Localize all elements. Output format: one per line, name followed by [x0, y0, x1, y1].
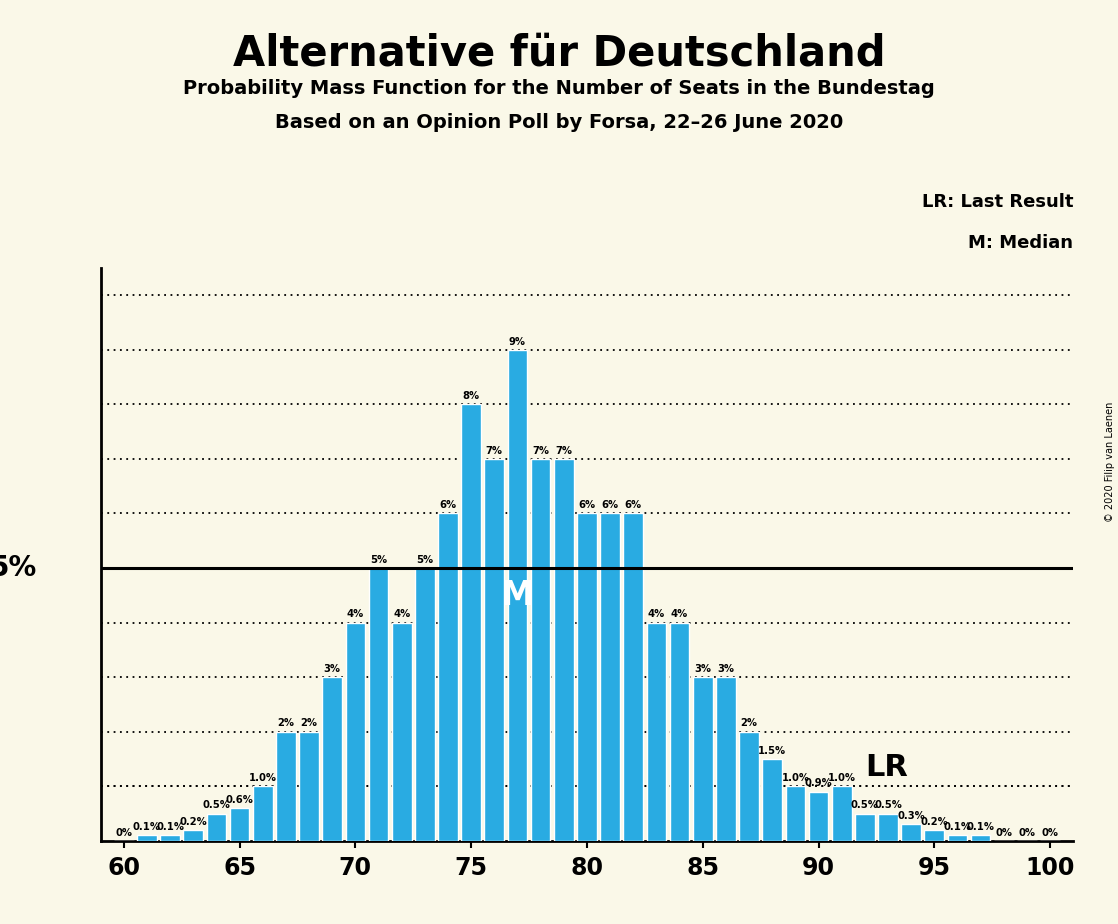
Text: 2%: 2% — [301, 719, 318, 728]
Text: 1.5%: 1.5% — [758, 746, 786, 756]
Bar — [716, 677, 736, 841]
Text: 0.5%: 0.5% — [851, 800, 879, 810]
Bar — [808, 792, 828, 841]
Text: 1.0%: 1.0% — [827, 773, 855, 783]
Text: 0.6%: 0.6% — [226, 795, 254, 805]
Text: Based on an Opinion Poll by Forsa, 22–26 June 2020: Based on an Opinion Poll by Forsa, 22–26… — [275, 113, 843, 132]
Text: 9%: 9% — [509, 336, 525, 346]
Bar — [138, 835, 157, 841]
Text: LR: LR — [865, 753, 908, 782]
Bar — [345, 623, 366, 841]
Text: 3%: 3% — [324, 663, 341, 674]
Text: 0%: 0% — [1018, 828, 1035, 837]
Bar — [207, 813, 226, 841]
Text: 0.5%: 0.5% — [874, 800, 902, 810]
Text: 1.0%: 1.0% — [248, 773, 277, 783]
Bar — [415, 568, 435, 841]
Text: 0%: 0% — [1042, 828, 1059, 837]
Bar — [253, 786, 273, 841]
Bar — [276, 732, 296, 841]
Text: LR: Last Result: LR: Last Result — [921, 193, 1073, 212]
Text: 7%: 7% — [486, 445, 503, 456]
Text: 4%: 4% — [394, 609, 410, 619]
Text: 5%: 5% — [370, 554, 387, 565]
Text: 0.1%: 0.1% — [944, 822, 972, 833]
Bar — [855, 813, 874, 841]
Text: 8%: 8% — [463, 391, 480, 401]
Text: 0%: 0% — [995, 828, 1012, 837]
Bar — [901, 824, 921, 841]
Bar — [970, 835, 991, 841]
Text: 7%: 7% — [556, 445, 572, 456]
Bar — [300, 732, 319, 841]
Text: 0.5%: 0.5% — [202, 800, 230, 810]
Text: 6%: 6% — [601, 500, 618, 510]
Text: 5%: 5% — [416, 554, 434, 565]
Text: © 2020 Filip van Laenen: © 2020 Filip van Laenen — [1106, 402, 1115, 522]
Bar — [624, 514, 643, 841]
Bar — [600, 514, 620, 841]
Text: 0.1%: 0.1% — [967, 822, 995, 833]
Text: 0.2%: 0.2% — [179, 817, 207, 827]
Text: 4%: 4% — [647, 609, 665, 619]
Text: M: Median: M: Median — [968, 234, 1073, 251]
Bar — [369, 568, 388, 841]
Bar — [670, 623, 690, 841]
Bar — [553, 459, 574, 841]
Text: 2%: 2% — [277, 719, 294, 728]
Text: 6%: 6% — [578, 500, 596, 510]
Bar — [531, 459, 550, 841]
Text: 3%: 3% — [718, 663, 735, 674]
Bar — [948, 835, 967, 841]
Bar — [391, 623, 411, 841]
Text: 0.9%: 0.9% — [805, 778, 833, 788]
Text: 6%: 6% — [439, 500, 456, 510]
Text: 0.1%: 0.1% — [157, 822, 184, 833]
Bar — [878, 813, 898, 841]
Bar — [484, 459, 504, 841]
Bar — [925, 830, 945, 841]
Text: 2%: 2% — [740, 719, 758, 728]
Bar — [762, 759, 783, 841]
Text: 5%: 5% — [0, 554, 37, 582]
Bar — [160, 835, 180, 841]
Bar — [508, 350, 528, 841]
Bar — [577, 514, 597, 841]
Text: 0.3%: 0.3% — [898, 811, 925, 821]
Bar — [786, 786, 805, 841]
Text: 4%: 4% — [347, 609, 364, 619]
Bar — [229, 808, 249, 841]
Text: 0.2%: 0.2% — [920, 817, 948, 827]
Text: 0%: 0% — [115, 828, 132, 837]
Text: 3%: 3% — [694, 663, 711, 674]
Bar — [462, 405, 481, 841]
Text: Alternative für Deutschland: Alternative für Deutschland — [233, 32, 885, 74]
Text: 1.0%: 1.0% — [781, 773, 809, 783]
Bar — [322, 677, 342, 841]
Bar — [646, 623, 666, 841]
Text: M: M — [501, 578, 534, 612]
Text: 6%: 6% — [625, 500, 642, 510]
Bar — [438, 514, 458, 841]
Bar — [183, 830, 203, 841]
Bar — [832, 786, 852, 841]
Text: Probability Mass Function for the Number of Seats in the Bundestag: Probability Mass Function for the Number… — [183, 79, 935, 98]
Text: 4%: 4% — [671, 609, 689, 619]
Bar — [693, 677, 712, 841]
Bar — [739, 732, 759, 841]
Text: 0.1%: 0.1% — [133, 822, 161, 833]
Text: 7%: 7% — [532, 445, 549, 456]
